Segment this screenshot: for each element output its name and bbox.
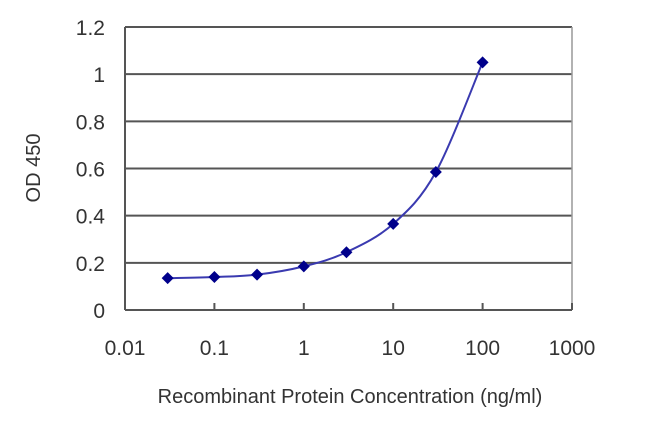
y-tick-label: 0.4 [76, 206, 106, 229]
y-tick-label: 0.2 [76, 253, 105, 276]
y-axis-title: OD 450 [23, 134, 45, 203]
y-tick-label: 0.6 [76, 159, 105, 182]
x-tick-label: 100 [465, 337, 500, 360]
data-point-marker [429, 166, 442, 179]
gridlines [125, 26, 572, 264]
x-tick-label: 1000 [549, 337, 596, 360]
data-point-marker [297, 260, 310, 273]
x-axis-ticks: 0.01 0.1 1 10 100 1000 [105, 303, 596, 360]
data-point-marker [251, 268, 264, 281]
x-tick-label: 1 [298, 337, 310, 360]
data-point-marker [387, 217, 400, 230]
y-tick-label: 0.8 [76, 111, 105, 134]
x-tick-label: 0.01 [105, 337, 146, 360]
data-point-marker [340, 246, 353, 259]
data-point-marker [476, 56, 489, 69]
axes [124, 27, 573, 311]
data-point-marker [161, 272, 174, 285]
y-axis-ticks: 0 0.2 0.4 0.6 0.8 1 1.2 [76, 17, 106, 323]
x-axis-title: Recombinant Protein Concentration (ng/ml… [158, 386, 543, 408]
y-tick-label: 1.2 [76, 17, 105, 40]
y-tick-label: 1 [93, 64, 105, 87]
y-tick-label: 0 [93, 300, 105, 323]
data-series [161, 56, 489, 285]
x-tick-label: 10 [382, 337, 405, 360]
data-point-marker [208, 270, 221, 283]
x-tick-label: 0.1 [200, 337, 229, 360]
